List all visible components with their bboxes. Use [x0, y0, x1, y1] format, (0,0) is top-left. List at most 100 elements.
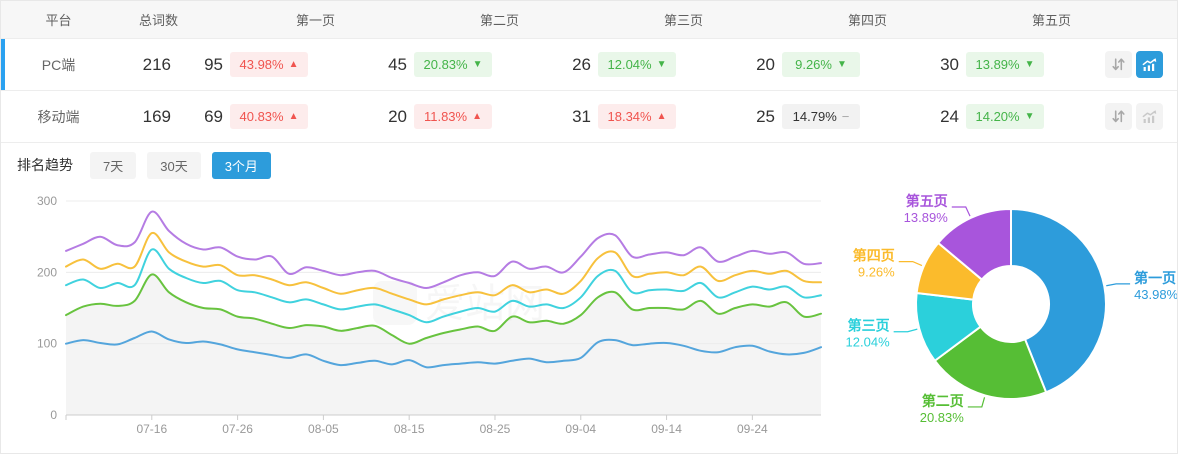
change-badge: 12.04% ▼ [598, 52, 676, 77]
trend-section-header: 排名趋势 7天 30天 3个月 [1, 143, 1177, 187]
change-percent: 20.83% [423, 57, 468, 72]
row-actions [1091, 51, 1177, 78]
y-tick-label: 200 [37, 265, 57, 279]
down-arrow-icon: ▼ [836, 59, 847, 70]
change-percent: 43.98% [239, 57, 284, 72]
change-badge: 13.89% ▼ [966, 52, 1044, 77]
trend-line-第四页 [65, 232, 822, 306]
table-row[interactable]: 移动端 169 69 40.83% ▲ 20 11.83% ▲ 31 18.34% ▲ 25 14.79… [1, 91, 1177, 143]
page5-cell: 24 14.20% ▼ [907, 104, 1091, 129]
slice-label-percent: 12.04% [846, 335, 891, 350]
page3-cell: 31 18.34% ▲ [539, 104, 723, 129]
page4-cell: 25 14.79% − [723, 104, 907, 129]
label-leader-line [967, 397, 986, 408]
range-tab-30天[interactable]: 30天 [147, 151, 201, 179]
trend-title: 排名趋势 [17, 157, 73, 173]
down-arrow-icon: ▼ [1024, 59, 1035, 70]
sort-button[interactable] [1105, 51, 1132, 78]
change-percent: 18.34% [607, 109, 652, 124]
y-tick-label: 100 [37, 337, 57, 351]
change-badge: 40.83% ▲ [230, 104, 308, 129]
col-header-page4: 第四页 [847, 13, 887, 28]
table-row[interactable]: PC端 216 95 43.98% ▲ 45 20.83% ▼ 26 12.04% ▼ 20 9.26%… [1, 39, 1177, 91]
page-count-value: 20 [388, 106, 407, 126]
trend-chart-icon [1142, 58, 1157, 71]
slice-label-name: 第四页 [853, 248, 895, 264]
trend-line-chart[interactable]: 爱站网 07-16 07-26 08-05 08-15 08-25 09-04 09-14 09… [1, 189, 841, 453]
change-badge: 18.34% ▲ [598, 104, 676, 129]
trend-line-第五页 [65, 210, 822, 290]
slice-label-percent: 43.98% [1134, 287, 1178, 302]
x-tick-label: 07-16 [136, 422, 167, 436]
page-count-value: 69 [204, 106, 223, 126]
up-arrow-icon: ▲ [656, 111, 667, 122]
label-leader-line [951, 206, 971, 217]
page-count-value: 26 [572, 54, 591, 74]
x-tick-label: 08-15 [394, 422, 425, 436]
total-words-value: 169 [142, 106, 171, 126]
change-badge: 14.79% − [782, 104, 860, 129]
table-header: 平台 总词数 第一页 第二页 第三页 第四页 第五页 [1, 1, 1177, 39]
change-percent: 9.26% [795, 57, 832, 72]
slice-label-name: 第三页 [848, 318, 890, 334]
col-header-page3: 第三页 [663, 13, 703, 28]
page2-cell: 45 20.83% ▼ [355, 52, 539, 77]
platform-name: PC端 [41, 56, 76, 73]
page2-cell: 20 11.83% ▲ [355, 104, 539, 129]
slice-label-name: 第二页 [922, 393, 964, 409]
show-trend-button[interactable] [1136, 51, 1163, 78]
change-badge: 11.83% ▲ [414, 104, 492, 129]
trend-line-第三页 [65, 248, 822, 324]
slice-label-name: 第一页 [1134, 270, 1176, 286]
y-tick-label: 0 [50, 408, 57, 422]
slice-label-percent: 13.89% [904, 210, 949, 225]
platform-name: 移动端 [37, 108, 80, 125]
page1-cell: 69 40.83% ▲ [171, 104, 355, 129]
change-percent: 12.04% [607, 57, 652, 72]
slice-label-percent: 20.83% [920, 410, 965, 425]
down-arrow-icon: ▼ [472, 59, 483, 70]
page5-cell: 30 13.89% ▼ [907, 52, 1091, 77]
page-count-value: 24 [940, 106, 959, 126]
up-arrow-icon: ▲ [288, 111, 299, 122]
col-header-page2: 第二页 [479, 13, 519, 28]
show-trend-button[interactable] [1136, 103, 1163, 130]
sort-arrows-icon [1112, 110, 1125, 123]
page-count-value: 45 [388, 54, 407, 74]
page-count-value: 95 [204, 54, 223, 74]
flat-dash-icon: − [841, 109, 850, 124]
trend-line-第二页 [65, 273, 822, 345]
down-arrow-icon: ▼ [1024, 111, 1035, 122]
page-count-value: 30 [940, 54, 959, 74]
slice-label-name: 第五页 [906, 193, 948, 209]
donut-slice-第五页[interactable] [937, 208, 1012, 281]
change-percent: 11.83% [423, 109, 468, 124]
donut-slice-第二页[interactable] [933, 325, 1048, 400]
sort-arrows-icon [1112, 58, 1125, 71]
range-tab-3个月[interactable]: 3个月 [211, 151, 271, 179]
trend-line-第一页 [65, 330, 822, 369]
page1-cell: 95 43.98% ▲ [171, 52, 355, 77]
change-percent: 14.79% [792, 109, 837, 124]
sort-button[interactable] [1105, 103, 1132, 130]
col-header-page5: 第五页 [1031, 13, 1071, 28]
change-badge: 9.26% ▼ [782, 52, 860, 77]
label-leader-line [1106, 283, 1131, 287]
x-tick-label: 08-25 [480, 422, 511, 436]
page4-cell: 20 9.26% ▼ [723, 52, 907, 77]
x-tick-label: 09-14 [651, 422, 682, 436]
up-arrow-icon: ▲ [472, 111, 483, 122]
x-tick-label: 08-05 [308, 422, 339, 436]
change-percent: 40.83% [239, 109, 284, 124]
watermark-logo [373, 281, 417, 325]
x-tick-label: 07-26 [222, 422, 253, 436]
table-body: PC端 216 95 43.98% ▲ 45 20.83% ▼ 26 12.04% ▼ 20 9.26%… [1, 39, 1177, 143]
page-count-value: 25 [756, 106, 775, 126]
watermark-text: 爱站网 [425, 282, 545, 326]
change-percent: 14.20% [975, 109, 1020, 124]
range-tab-7天[interactable]: 7天 [90, 151, 137, 179]
donut-slice-第一页[interactable] [1010, 208, 1107, 394]
total-words-value: 216 [142, 54, 171, 74]
change-percent: 13.89% [975, 57, 1020, 72]
